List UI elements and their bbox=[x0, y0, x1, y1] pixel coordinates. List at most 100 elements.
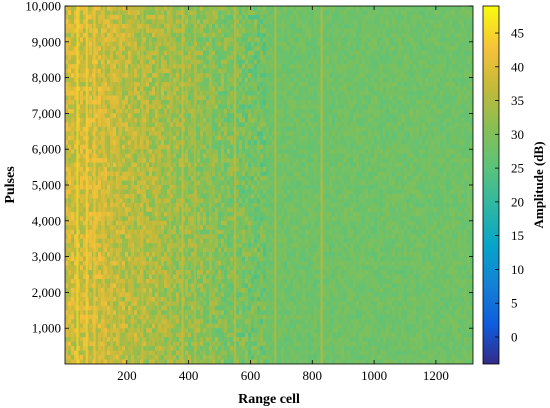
heatmap-cell bbox=[77, 149, 81, 154]
heatmap-cell bbox=[239, 99, 243, 105]
heatmap-cell bbox=[119, 10, 123, 16]
heatmap-cell bbox=[65, 37, 69, 43]
heatmap-cell bbox=[116, 77, 120, 83]
heatmap-cell bbox=[83, 292, 87, 298]
heatmap-cell bbox=[104, 176, 108, 181]
heatmap-cell bbox=[248, 108, 252, 114]
heatmap-cell bbox=[95, 287, 99, 293]
heatmap-cell bbox=[251, 158, 255, 163]
heatmap-cell bbox=[218, 247, 222, 253]
heatmap-cell bbox=[74, 55, 78, 60]
heatmap-cell bbox=[89, 46, 93, 52]
heatmap-cell bbox=[74, 301, 78, 307]
heatmap-cell bbox=[248, 50, 252, 56]
heatmap-cell bbox=[137, 6, 141, 11]
heatmap-cell bbox=[188, 185, 192, 190]
heatmap-cell bbox=[80, 32, 84, 38]
heatmap-cell bbox=[107, 50, 111, 56]
heatmap-cell bbox=[176, 37, 180, 43]
heatmap-cell bbox=[248, 59, 252, 65]
heatmap-cell bbox=[212, 207, 216, 213]
heatmap-cell bbox=[170, 59, 174, 65]
heatmap-cell bbox=[203, 314, 207, 320]
heatmap-cell bbox=[251, 140, 255, 146]
heatmap-cell bbox=[218, 296, 222, 302]
heatmap-cell bbox=[71, 28, 75, 34]
heatmap-cell bbox=[167, 220, 171, 226]
heatmap-cell bbox=[122, 185, 126, 190]
heatmap-cell bbox=[137, 328, 141, 333]
heatmap-cell bbox=[71, 252, 75, 257]
heatmap-cell bbox=[146, 350, 150, 356]
heatmap-cell bbox=[158, 131, 162, 137]
heatmap-cell bbox=[218, 135, 222, 141]
heatmap-cell bbox=[221, 198, 225, 204]
heatmap-cell bbox=[80, 292, 84, 298]
heatmap-cell bbox=[215, 64, 219, 69]
heatmap-cell bbox=[176, 167, 180, 172]
heatmap-cell bbox=[197, 265, 201, 271]
heatmap-cell bbox=[158, 108, 162, 114]
heatmap-cell bbox=[95, 32, 99, 38]
heatmap-cell bbox=[71, 10, 75, 16]
heatmap-cell bbox=[206, 202, 210, 208]
heatmap-cell bbox=[158, 122, 162, 128]
heatmap-cell bbox=[221, 274, 225, 280]
heatmap-cell bbox=[239, 14, 243, 20]
heatmap-cell bbox=[122, 283, 126, 289]
heatmap-cell bbox=[242, 207, 246, 213]
heatmap-cell bbox=[128, 122, 132, 128]
heatmap-cell bbox=[98, 193, 102, 199]
heatmap-cell bbox=[71, 64, 75, 69]
heatmap-cell bbox=[185, 207, 189, 213]
heatmap-cell bbox=[227, 117, 231, 123]
heatmap-cell bbox=[230, 261, 234, 266]
heatmap-cell bbox=[125, 144, 129, 150]
heatmap-cell bbox=[89, 28, 93, 34]
heatmap-cell bbox=[128, 238, 132, 244]
heatmap-cell bbox=[173, 104, 177, 110]
heatmap-cell bbox=[149, 104, 153, 110]
heatmap-cell bbox=[161, 216, 165, 222]
heatmap-cell bbox=[143, 198, 147, 204]
heatmap-cell bbox=[104, 171, 108, 177]
heatmap-cell bbox=[146, 220, 150, 226]
heatmap-cell bbox=[116, 59, 120, 65]
heatmap-cell bbox=[161, 41, 165, 47]
heatmap-cell bbox=[116, 350, 120, 356]
heatmap-cell bbox=[125, 332, 129, 338]
heatmap-cell bbox=[215, 117, 219, 123]
heatmap-cell bbox=[185, 140, 189, 146]
heatmap-cell bbox=[119, 225, 123, 231]
heatmap-cell bbox=[122, 91, 126, 96]
heatmap-cell bbox=[173, 359, 177, 364]
heatmap-cell bbox=[65, 337, 69, 342]
heatmap-cell bbox=[125, 99, 129, 105]
heatmap-cell bbox=[98, 59, 102, 65]
heatmap-cell bbox=[95, 68, 99, 74]
heatmap-cell bbox=[134, 305, 138, 311]
heatmap-cell bbox=[158, 99, 162, 105]
heatmap-cell bbox=[113, 32, 117, 38]
heatmap-cell bbox=[179, 55, 183, 60]
heatmap-cell bbox=[125, 229, 129, 235]
heatmap-cell bbox=[248, 73, 252, 78]
heatmap-cell bbox=[245, 211, 249, 217]
heatmap-cell bbox=[80, 225, 84, 231]
heatmap-cell bbox=[197, 234, 201, 239]
heatmap-cell bbox=[176, 180, 180, 186]
heatmap-cell bbox=[83, 337, 87, 342]
heatmap-cell bbox=[137, 314, 141, 320]
heatmap-cell bbox=[71, 216, 75, 222]
heatmap-cell bbox=[80, 55, 84, 60]
heatmap-cell bbox=[173, 229, 177, 235]
heatmap-cell bbox=[212, 283, 216, 289]
heatmap-cell bbox=[188, 265, 192, 271]
heatmap-cell bbox=[146, 323, 150, 329]
heatmap-cell bbox=[98, 117, 102, 123]
heatmap-cell bbox=[143, 28, 147, 34]
heatmap-cell bbox=[248, 292, 252, 298]
heatmap-cell bbox=[158, 314, 162, 320]
heatmap-cell bbox=[146, 59, 150, 65]
heatmap-cell bbox=[155, 216, 159, 222]
